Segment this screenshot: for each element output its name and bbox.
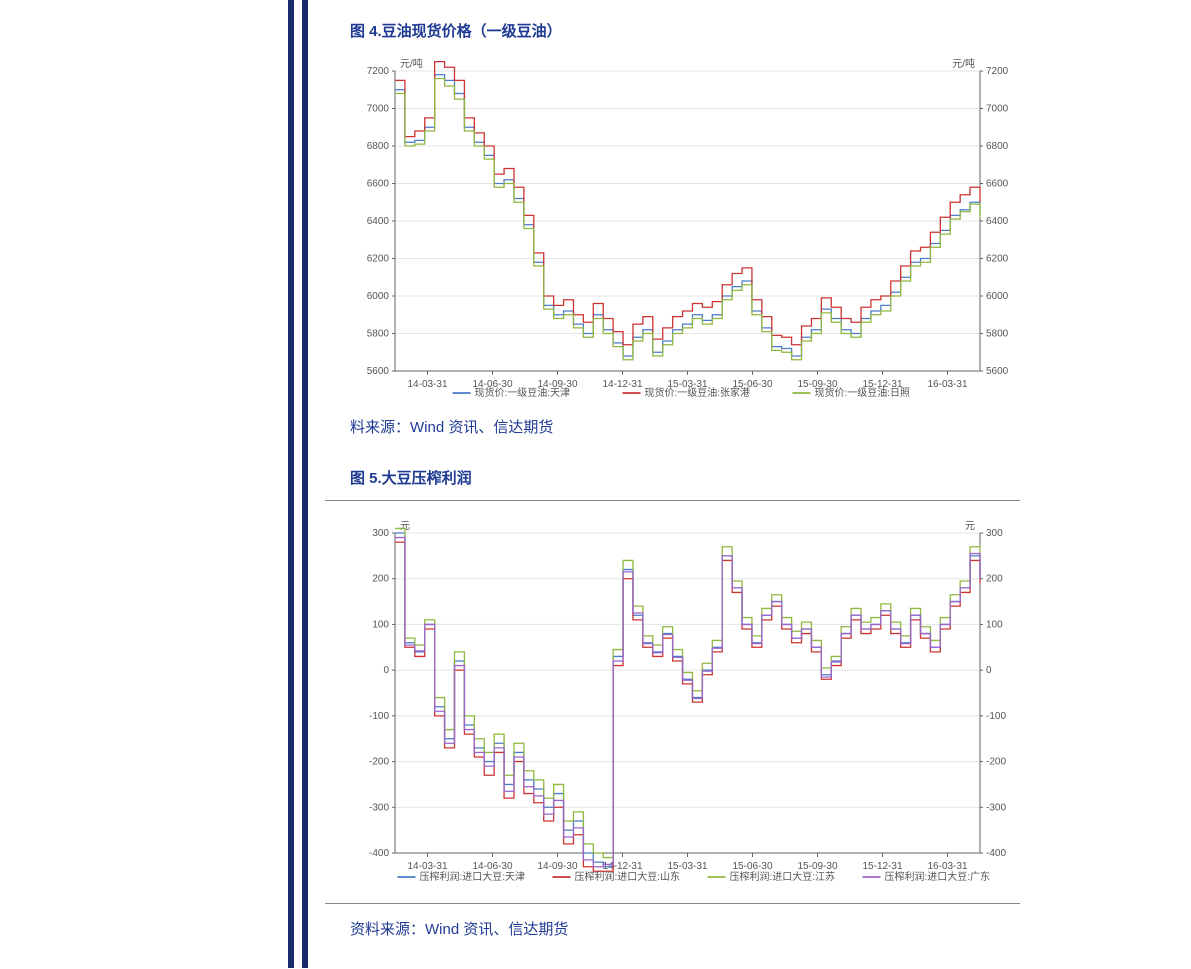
figure-5-title: 图 5.大豆压榨利润 (350, 467, 1191, 488)
svg-text:6000: 6000 (367, 291, 390, 302)
svg-text:5600: 5600 (986, 366, 1009, 377)
svg-text:200: 200 (986, 574, 1003, 585)
svg-text:15-09-30: 15-09-30 (797, 861, 837, 872)
svg-text:200: 200 (372, 574, 389, 585)
svg-text:7200: 7200 (367, 66, 390, 77)
svg-text:-400: -400 (986, 848, 1006, 859)
svg-text:5800: 5800 (367, 329, 390, 340)
svg-text:15-06-30: 15-06-30 (732, 861, 772, 872)
svg-text:14-03-31: 14-03-31 (407, 379, 447, 390)
svg-text:6800: 6800 (367, 141, 390, 152)
svg-text:6600: 6600 (367, 179, 390, 190)
svg-text:15-12-31: 15-12-31 (862, 861, 902, 872)
svg-text:300: 300 (372, 528, 389, 539)
svg-text:-300: -300 (986, 802, 1006, 813)
svg-text:0: 0 (383, 665, 389, 676)
divider (325, 500, 1020, 501)
divider (325, 903, 1020, 904)
svg-text:现货价:一级豆油:天津: 现货价:一级豆油:天津 (475, 386, 571, 399)
svg-text:-300: -300 (369, 802, 389, 813)
figure-5-source: 资料来源：Wind 资讯、信达期货 (350, 918, 1191, 939)
svg-text:100: 100 (986, 619, 1003, 630)
svg-text:压榨利润:进口大豆:天津: 压榨利润:进口大豆:天津 (420, 870, 526, 883)
svg-text:15-03-31: 15-03-31 (667, 861, 707, 872)
svg-text:6000: 6000 (986, 291, 1009, 302)
svg-text:300: 300 (986, 528, 1003, 539)
svg-text:6200: 6200 (986, 254, 1009, 265)
figure-5: 图 5.大豆压榨利润 -400-400-300-300-200-200-100-… (325, 467, 1191, 939)
svg-text:压榨利润:进口大豆:广东: 压榨利润:进口大豆:广东 (885, 870, 991, 883)
sidebar-rule-2 (302, 0, 308, 968)
svg-text:16-03-31: 16-03-31 (927, 861, 967, 872)
svg-text:压榨利润:进口大豆:江苏: 压榨利润:进口大豆:江苏 (730, 870, 836, 883)
svg-text:7000: 7000 (986, 104, 1009, 115)
svg-text:14-12-31: 14-12-31 (602, 379, 642, 390)
svg-text:6200: 6200 (367, 254, 390, 265)
svg-text:16-03-31: 16-03-31 (927, 379, 967, 390)
svg-text:元/吨: 元/吨 (952, 57, 975, 70)
figure-4-chart: 5600 5600 5800 5800 6000 6000 6200 6200 6400 6400… (355, 53, 1191, 408)
svg-text:元/吨: 元/吨 (400, 57, 423, 70)
svg-text:5600: 5600 (367, 366, 390, 377)
svg-text:14-03-31: 14-03-31 (407, 861, 447, 872)
svg-text:6400: 6400 (986, 216, 1009, 227)
figure-4: 图 4.豆油现货价格（一级豆油） 5600 5600 5800 5800 6000 600… (325, 20, 1191, 437)
figure-4-title: 图 4.豆油现货价格（一级豆油） (350, 20, 1191, 41)
sidebar-rule-1 (288, 0, 294, 968)
svg-text:-400: -400 (369, 848, 389, 859)
svg-text:-100: -100 (986, 711, 1006, 722)
svg-text:100: 100 (372, 619, 389, 630)
svg-text:6600: 6600 (986, 179, 1009, 190)
svg-text:6400: 6400 (367, 216, 390, 227)
svg-text:0: 0 (986, 665, 992, 676)
svg-text:现货价:一级豆油:日照: 现货价:一级豆油:日照 (815, 386, 911, 399)
svg-text:6800: 6800 (986, 141, 1009, 152)
svg-text:5800: 5800 (986, 329, 1009, 340)
figure-4-source: 料来源：Wind 资讯、信达期货 (350, 416, 1191, 437)
svg-text:元: 元 (965, 521, 975, 532)
svg-text:14-09-30: 14-09-30 (537, 861, 577, 872)
svg-text:-200: -200 (986, 757, 1006, 768)
svg-text:7000: 7000 (367, 104, 390, 115)
svg-text:14-06-30: 14-06-30 (472, 861, 512, 872)
svg-text:-100: -100 (369, 711, 389, 722)
svg-text:压榨利润:进口大豆:山东: 压榨利润:进口大豆:山东 (575, 870, 681, 883)
svg-text:-200: -200 (369, 757, 389, 768)
svg-text:现货价:一级豆油:张家港: 现货价:一级豆油:张家港 (645, 386, 751, 399)
svg-text:7200: 7200 (986, 66, 1009, 77)
figure-5-chart: -400 -400 -300 -300 -200 -200 -100 -100 0 0 100 100… (355, 515, 1191, 895)
